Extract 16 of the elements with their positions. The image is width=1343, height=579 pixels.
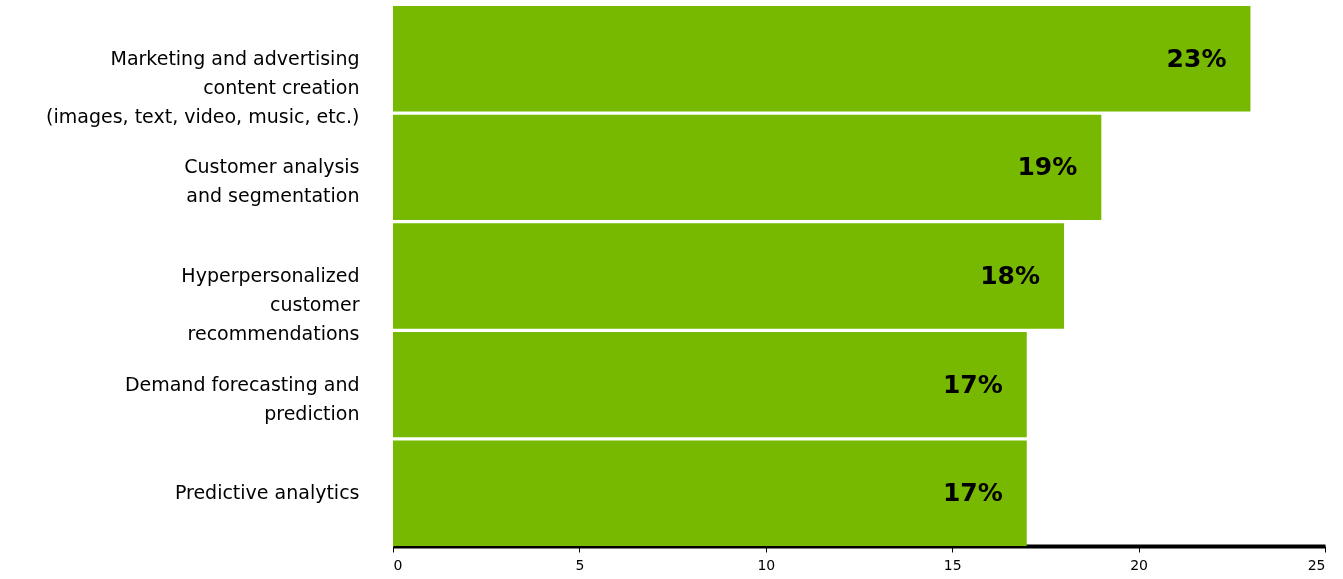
x-tick-label: 5 <box>575 556 585 573</box>
x-tick-label: 25 <box>1307 556 1326 573</box>
x-tick-label: 0 <box>393 556 403 573</box>
y-tick-label: Demand forecasting and prediction <box>124 372 360 424</box>
data-label: 17% <box>942 369 1003 399</box>
x-tick-label: 20 <box>1130 556 1149 573</box>
y-tick-label: Customer analysis and segmentation <box>184 155 360 207</box>
data-label: 19% <box>1017 152 1078 182</box>
data-label: 18% <box>980 261 1041 290</box>
data-label: 23% <box>1166 43 1227 73</box>
data-label: 17% <box>942 478 1003 508</box>
y-tick-label: Hyperpersonalized customer recommendations <box>181 264 360 344</box>
y-tick-label: Marketing and advertising content creation (images, text, video, music, etc.) <box>46 46 360 127</box>
y-tick-label: Predictive analytics <box>174 481 360 504</box>
x-tick-label: 15 <box>943 556 962 573</box>
x-tick-label: 10 <box>757 556 776 573</box>
